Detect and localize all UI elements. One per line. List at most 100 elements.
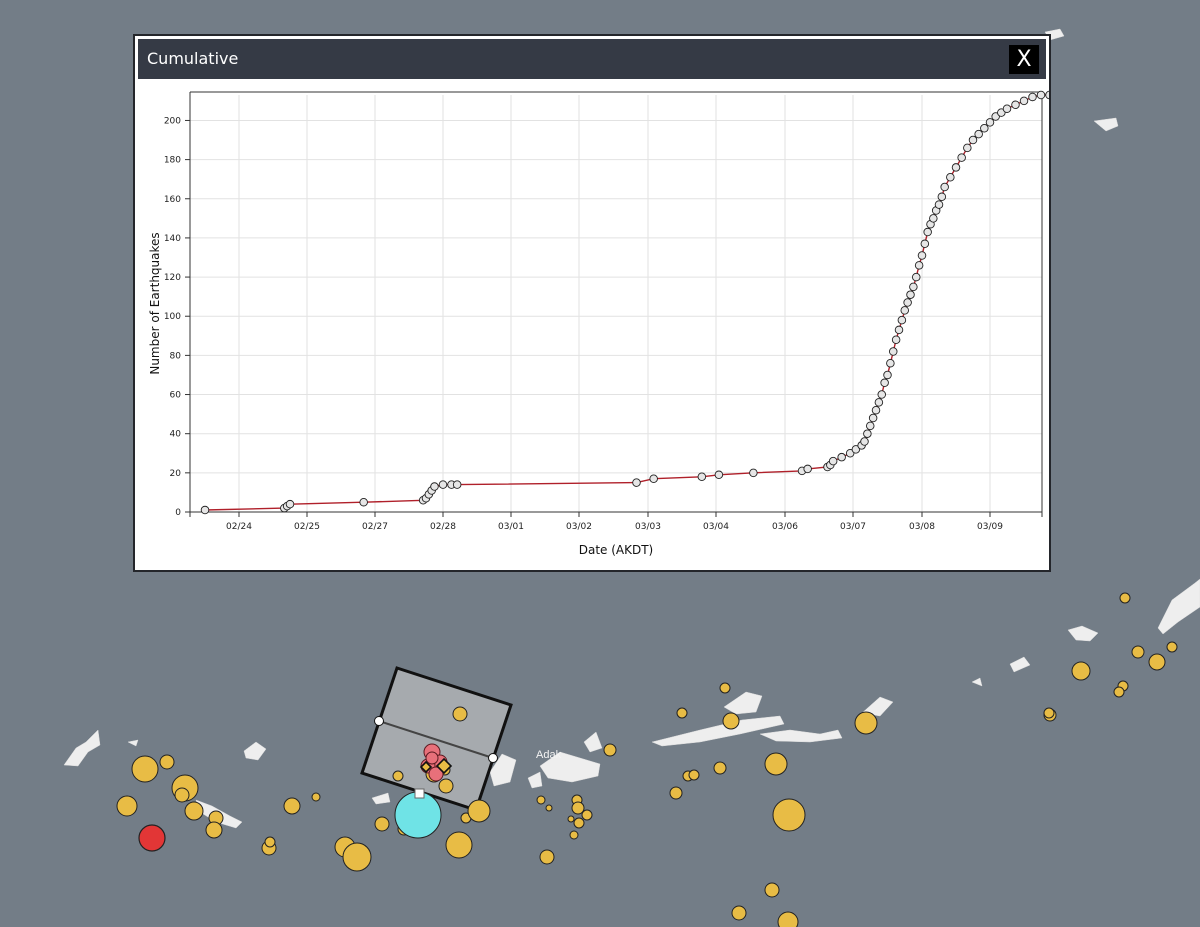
data-point: [920, 239, 930, 249]
earthquake-marker[interactable]: [719, 682, 731, 694]
earthquake-marker[interactable]: [603, 743, 617, 757]
x-tick-label: 02/27: [362, 522, 388, 532]
earthquake-marker[interactable]: [374, 816, 390, 832]
earthquake-marker[interactable]: [174, 787, 190, 803]
earthquake-marker[interactable]: [159, 754, 175, 770]
earthquake-marker[interactable]: [438, 778, 454, 794]
earthquake-marker[interactable]: [713, 761, 727, 775]
data-point: [889, 347, 898, 356]
island: [489, 753, 517, 787]
y-tick-label: 80: [170, 351, 182, 361]
earthquake-marker[interactable]: [567, 815, 575, 823]
earthquake-marker[interactable]: [184, 801, 204, 821]
data-point: [917, 251, 927, 260]
earthquake-marker[interactable]: [764, 882, 780, 898]
x-tick-label: 03/09: [977, 522, 1003, 532]
y-tick-label: 160: [164, 195, 181, 205]
earthquake-marker[interactable]: [116, 795, 138, 817]
data-point: [923, 227, 932, 237]
earthquake-marker[interactable]: [676, 707, 688, 719]
earthquake-marker-cluster[interactable]: [425, 751, 439, 765]
earthquake-marker[interactable]: [722, 712, 740, 730]
data-point: [886, 358, 895, 368]
island: [759, 729, 843, 743]
earthquake-marker[interactable]: [688, 769, 700, 781]
x-tick-label: 03/01: [498, 522, 524, 532]
x-tick-label: 03/02: [566, 522, 592, 532]
data-point: [940, 182, 949, 192]
earthquake-marker[interactable]: [131, 755, 159, 783]
x-tick-label: 03/06: [772, 522, 798, 532]
earthquake-marker[interactable]: [392, 770, 404, 782]
data-point: [803, 464, 812, 474]
earthquake-marker[interactable]: [669, 786, 683, 800]
y-tick-label: 40: [170, 430, 182, 440]
earthquake-marker[interactable]: [1166, 641, 1178, 653]
earthquake-marker[interactable]: [1113, 686, 1125, 698]
earthquake-marker[interactable]: [1043, 707, 1055, 719]
earthquake-marker[interactable]: [467, 799, 491, 823]
earthquake-marker[interactable]: [545, 804, 553, 812]
data-point: [877, 390, 887, 399]
earthquake-marker[interactable]: [581, 809, 593, 821]
y-tick-label: 60: [170, 391, 182, 401]
cumulative-chart: 0 20 40 60 80 100 120 140 160 180 200 02/24 02/25 02/…: [148, 90, 1049, 557]
data-point: [951, 163, 961, 172]
earthquake-marker[interactable]: [1071, 661, 1091, 681]
earthquake-marker[interactable]: [205, 821, 223, 839]
earthquake-marker[interactable]: [1119, 592, 1131, 604]
earthquake-markers: [116, 592, 1178, 927]
earthquake-marker[interactable]: [854, 711, 878, 735]
data-point: [946, 172, 955, 182]
earthquake-marker-cluster[interactable]: [428, 766, 444, 782]
volcano-marker[interactable]: [419, 760, 433, 774]
volcano-marker[interactable]: [435, 757, 453, 775]
earthquake-marker[interactable]: [445, 831, 473, 859]
earthquake-marker[interactable]: [1148, 653, 1166, 671]
x-tick-label: 03/07: [840, 522, 866, 532]
earthquake-marker[interactable]: [452, 706, 468, 722]
island: [127, 739, 139, 747]
data-point: [903, 298, 912, 307]
earthquake-marker-highlight[interactable]: [138, 824, 166, 852]
y-tick-label: 120: [164, 273, 181, 283]
earthquake-marker[interactable]: [764, 752, 788, 776]
island: [371, 792, 391, 805]
data-point: [200, 505, 210, 515]
data-point: [714, 470, 724, 480]
data-point: [968, 135, 978, 145]
earthquake-marker[interactable]: [1131, 645, 1145, 659]
data-point: [866, 421, 875, 431]
data-point: [980, 124, 989, 133]
station-marker: [414, 788, 425, 799]
island: [1093, 117, 1119, 132]
earthquake-marker[interactable]: [772, 798, 806, 832]
data-point: [963, 143, 972, 153]
earthquake-marker[interactable]: [569, 830, 579, 840]
earthquake-marker[interactable]: [777, 911, 799, 927]
earthquake-marker[interactable]: [571, 801, 585, 815]
earthquake-marker[interactable]: [731, 905, 747, 921]
data-point: [845, 449, 855, 458]
data-point: [860, 437, 869, 446]
earthquake-marker[interactable]: [311, 792, 321, 802]
close-button[interactable]: X: [1009, 45, 1039, 74]
selection-handle[interactable]: [374, 716, 384, 726]
earthquake-marker-recent[interactable]: [394, 791, 442, 839]
earthquake-marker[interactable]: [539, 849, 555, 865]
earthquake-marker[interactable]: [573, 817, 585, 829]
earthquake-marker[interactable]: [536, 795, 546, 805]
x-tick-label: 02/28: [430, 522, 456, 532]
data-point: [452, 480, 462, 489]
x-tick-label: 02/25: [294, 522, 320, 532]
selection-box[interactable]: [360, 666, 513, 812]
data-point: [1045, 90, 1049, 100]
selection-handle[interactable]: [488, 753, 498, 763]
earthquake-marker[interactable]: [283, 797, 301, 815]
data-point: [1036, 90, 1046, 100]
earthquake-marker[interactable]: [342, 842, 372, 872]
data-point: [430, 482, 439, 491]
earthquake-marker[interactable]: [264, 836, 276, 848]
y-tick-label: 0: [175, 508, 181, 518]
